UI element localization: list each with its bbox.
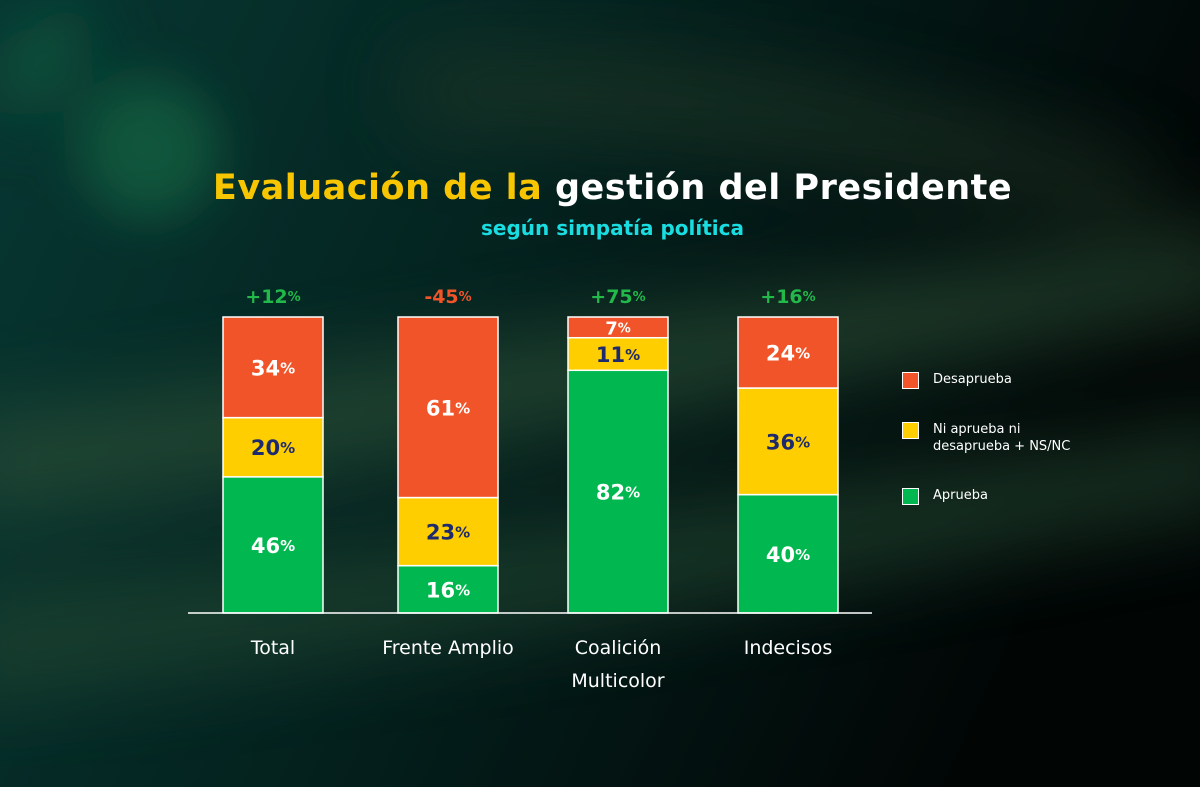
data-label-neutral: 23% [426, 521, 470, 545]
bar-segment-desaprueba [222, 316, 324, 419]
bar-segment-aprueba [567, 369, 669, 614]
net-label: +12% [245, 286, 300, 308]
legend-label-neutral: Ni aprueba ni desaprueba + NS/NC [933, 422, 1071, 454]
bar-segment-desaprueba [737, 316, 839, 389]
legend-item-aprueba: Aprueba [902, 487, 1073, 505]
data-label-aprueba: 82% [596, 481, 640, 505]
legend-swatch-desaprueba [902, 372, 919, 389]
data-label-desaprueba: 61% [426, 396, 470, 420]
x-tick-label: Coalición [575, 637, 661, 659]
title-part-2: gestión del Presidente [554, 168, 1013, 208]
data-label-aprueba: 46% [251, 534, 295, 558]
legend-label-aprueba: Aprueba [933, 488, 988, 503]
net-label: -45% [424, 286, 471, 308]
chart-title: Evaluación de la gestión del Presidente [0, 168, 1200, 208]
data-label-aprueba: 16% [426, 578, 470, 602]
bar-segment-neutral [737, 387, 839, 496]
bar-segment-desaprueba [567, 316, 669, 339]
chart-subtitle: según simpatía política [480, 216, 745, 240]
legend-swatch-aprueba [902, 488, 919, 505]
data-label-neutral: 36% [766, 430, 810, 454]
legend-swatch-neutral [902, 422, 919, 439]
data-label-aprueba: 40% [766, 543, 810, 567]
bar-segment-neutral [397, 496, 499, 567]
legend-label-desaprueba: Desaprueba [933, 372, 1012, 387]
x-tick-label: Multicolor [571, 670, 664, 692]
bar-segment-aprueba [222, 476, 324, 614]
net-label: +75% [590, 286, 645, 308]
bar-segment-aprueba [737, 493, 839, 614]
data-label-desaprueba: 24% [766, 342, 810, 366]
data-label-neutral: 20% [251, 436, 295, 460]
bar-segment-aprueba [397, 564, 499, 614]
net-label: +16% [760, 286, 815, 308]
x-tick-label: Total [250, 637, 295, 659]
legend-item-neutral: Ni aprueba ni desaprueba + NS/NC [902, 421, 1073, 455]
data-label-desaprueba: 7% [605, 318, 631, 339]
bar-segment-desaprueba [397, 316, 499, 499]
bar-segment-neutral [567, 336, 669, 372]
bar-segment-neutral [222, 416, 324, 478]
title-part-1: Evaluación de la [212, 168, 543, 208]
legend-item-desaprueba: Desaprueba [902, 371, 1073, 389]
x-tick-label: Frente Amplio [382, 637, 514, 659]
x-tick-label: Indecisos [744, 637, 833, 659]
data-label-neutral: 11% [596, 343, 640, 367]
data-label-desaprueba: 34% [251, 356, 295, 380]
